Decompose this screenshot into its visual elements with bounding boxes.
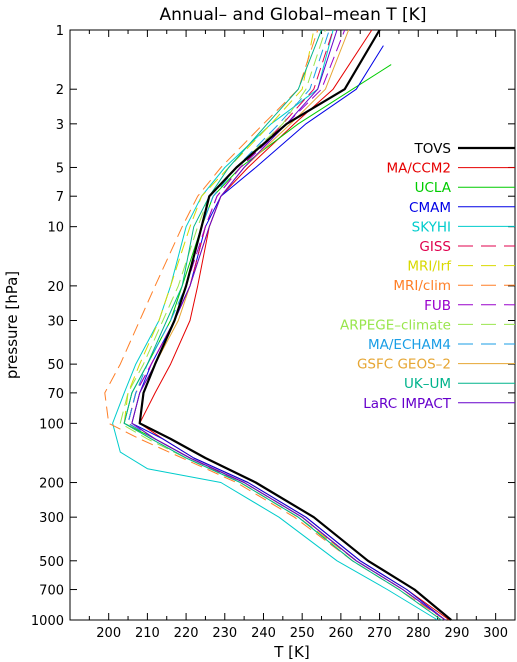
legend-label: ARPEGE–climate <box>340 317 451 333</box>
y-tick-label: 700 <box>39 584 64 599</box>
x-tick-label: 290 <box>445 626 470 641</box>
legend-label: UCLA <box>415 180 452 196</box>
y-tick-label: 1000 <box>31 614 64 629</box>
legend: TOVS MA/CCM2 UCLA CMAM SKYHI GISS MRI/lrf MRI/c… <box>340 141 515 412</box>
series-line-skyhi <box>112 29 438 621</box>
series-line-uk-um <box>123 29 442 621</box>
legend-label: CMAM <box>409 200 451 216</box>
y-axis-ticks: 1000 700 500 300 200 100 70 50 30 20 10 7 5 3 2 1 <box>31 24 515 629</box>
x-axis-ticks: 200 210 220 230 240 250 260 270 280 290 300 <box>88 30 516 641</box>
y-tick-label: 50 <box>47 358 64 373</box>
series-line-tovs <box>138 29 452 621</box>
series-line-larc-impact <box>131 29 446 621</box>
y-tick-label: 20 <box>47 280 64 295</box>
y-tick-label: 3 <box>56 118 64 133</box>
y-tick-label: 1 <box>56 24 64 39</box>
x-axis-label: T [K] <box>273 643 309 661</box>
series-lines <box>104 29 452 621</box>
chart-title: Annual– and Global–mean T [K] <box>160 5 427 25</box>
series-line-cmam <box>131 45 446 621</box>
x-tick-label: 240 <box>251 626 276 641</box>
legend-label: MA/CCM2 <box>386 161 451 177</box>
legend-label: GSFC GEOS–2 <box>357 357 451 373</box>
legend-label: GISS <box>419 239 451 255</box>
x-tick-label: 200 <box>96 626 121 641</box>
y-tick-label: 2 <box>56 83 64 98</box>
x-tick-label: 250 <box>290 626 315 641</box>
x-tick-label: 220 <box>174 626 199 641</box>
x-tick-label: 280 <box>406 626 431 641</box>
y-tick-label: 5 <box>56 161 64 176</box>
y-tick-label: 100 <box>39 417 64 432</box>
y-tick-label: 10 <box>47 221 64 236</box>
legend-label: FUB <box>424 298 451 314</box>
x-tick-label: 230 <box>212 626 237 641</box>
series-line-mri-clim <box>104 29 446 621</box>
y-tick-label: 70 <box>47 387 64 402</box>
y-tick-label: 300 <box>39 511 64 526</box>
y-tick-label: 500 <box>39 555 64 570</box>
legend-label: MA/ECHAM4 <box>368 337 451 353</box>
x-tick-label: 260 <box>328 626 353 641</box>
legend-label: UK–UM <box>404 376 451 392</box>
y-axis-label: pressure [hPa] <box>3 271 21 379</box>
legend-label: TOVS <box>414 141 451 157</box>
y-tick-label: 30 <box>47 315 64 330</box>
x-tick-label: 270 <box>367 626 392 641</box>
x-tick-label: 300 <box>483 626 508 641</box>
x-tick-label: 210 <box>135 626 160 641</box>
legend-label: MRI/lrf <box>407 259 452 275</box>
legend-label: MRI/clim <box>393 278 451 294</box>
legend-label: SKYHI <box>412 219 451 235</box>
legend-label: LaRC IMPACT <box>363 396 452 412</box>
plot-frame <box>69 29 516 621</box>
y-tick-label: 7 <box>56 190 64 205</box>
y-tick-label: 200 <box>39 477 64 492</box>
